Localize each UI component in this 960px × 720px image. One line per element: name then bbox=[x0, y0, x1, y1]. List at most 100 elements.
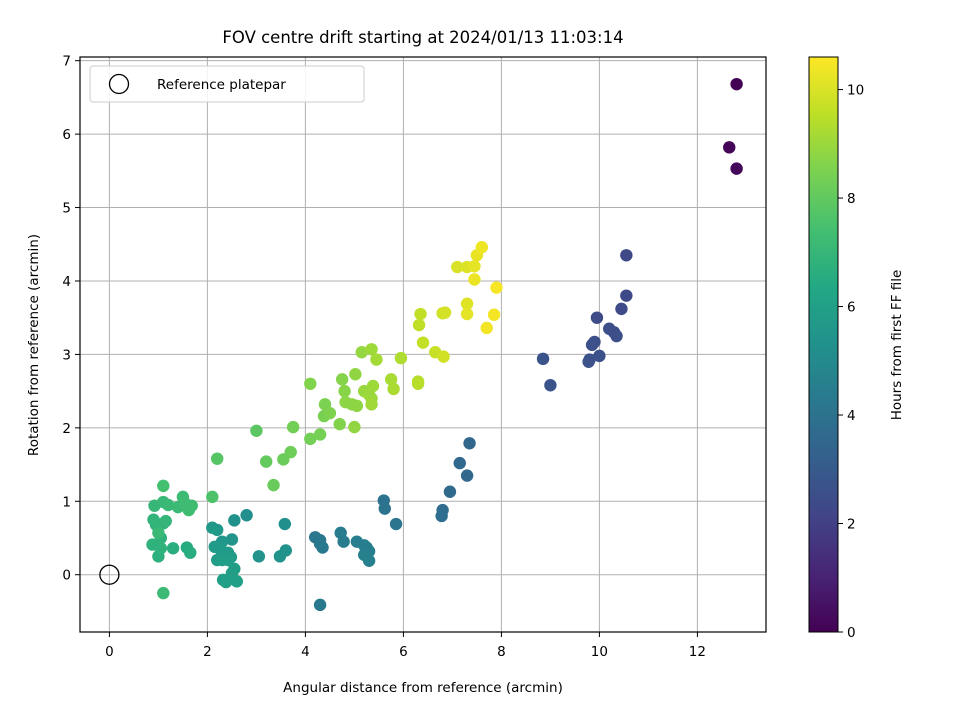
data-point bbox=[544, 379, 557, 392]
colorbar-tick-label: 4 bbox=[847, 408, 856, 424]
data-point bbox=[475, 240, 488, 254]
data-point bbox=[412, 318, 426, 332]
data-point bbox=[313, 598, 327, 612]
data-point bbox=[389, 517, 403, 531]
data-point bbox=[730, 77, 743, 91]
reference-platepar-marker bbox=[99, 564, 120, 585]
data-point bbox=[286, 420, 300, 434]
data-point bbox=[437, 350, 450, 363]
data-point bbox=[615, 302, 628, 316]
data-point bbox=[250, 424, 263, 437]
data-point bbox=[355, 346, 368, 359]
data-point bbox=[435, 509, 448, 523]
y-tick-label: 1 bbox=[62, 494, 71, 510]
legend-marker-reference bbox=[108, 73, 130, 95]
x-tick-label: 10 bbox=[591, 644, 608, 660]
colorbar-tick-label: 0 bbox=[847, 625, 856, 641]
data-point bbox=[260, 455, 273, 468]
data-point bbox=[451, 260, 464, 274]
data-point bbox=[166, 542, 180, 555]
data-point bbox=[225, 533, 239, 546]
y-tick-label: 0 bbox=[62, 568, 71, 584]
data-point bbox=[365, 343, 378, 356]
data-point bbox=[267, 478, 280, 492]
data-point bbox=[206, 521, 219, 534]
data-point bbox=[536, 352, 550, 366]
x-tick-label: 2 bbox=[203, 644, 212, 660]
data-point bbox=[438, 306, 452, 319]
y-axis-label: Rotation from reference (arcmin) bbox=[26, 234, 42, 456]
data-point bbox=[414, 307, 427, 321]
data-point bbox=[443, 485, 457, 498]
legend-box bbox=[89, 65, 365, 103]
reference-layer bbox=[99, 564, 120, 585]
y-tick-label: 3 bbox=[62, 347, 71, 363]
data-point bbox=[593, 349, 606, 363]
colorbar-tick-label: 2 bbox=[847, 517, 856, 533]
data-point bbox=[620, 249, 633, 262]
data-point bbox=[730, 162, 743, 175]
plot-frame bbox=[79, 56, 767, 633]
legend-label-reference: Reference platepar bbox=[157, 77, 286, 93]
data-point bbox=[162, 498, 175, 512]
colorbar-label: Hours from first FF file bbox=[889, 270, 905, 421]
data-point bbox=[335, 373, 349, 386]
y-tick-label: 7 bbox=[62, 54, 71, 70]
data-point bbox=[152, 526, 165, 540]
data-point bbox=[333, 417, 346, 431]
data-point bbox=[337, 535, 350, 548]
chart-title: FOV centre drift starting at 2024/01/13 … bbox=[222, 28, 623, 47]
data-point bbox=[366, 379, 380, 393]
data-point bbox=[468, 260, 481, 273]
data-point bbox=[304, 377, 317, 390]
data-point bbox=[416, 336, 430, 349]
y-tick-label: 2 bbox=[62, 421, 71, 437]
legend: Reference platepar bbox=[89, 65, 365, 103]
data-point bbox=[411, 377, 425, 390]
data-point bbox=[370, 353, 383, 366]
x-tick-label: 6 bbox=[399, 644, 408, 660]
data-point bbox=[468, 273, 481, 286]
data-point bbox=[159, 514, 172, 528]
data-point bbox=[387, 382, 400, 396]
data-point bbox=[362, 554, 376, 567]
y-tick-label: 5 bbox=[62, 201, 71, 217]
data-point bbox=[460, 469, 474, 482]
data-point bbox=[284, 445, 297, 459]
data-point bbox=[157, 479, 170, 493]
data-point bbox=[206, 490, 219, 504]
colorbar-tick-label: 8 bbox=[847, 191, 856, 207]
data-point bbox=[278, 517, 292, 531]
y-tick-label: 6 bbox=[62, 127, 71, 143]
data-point bbox=[610, 329, 623, 343]
data-point bbox=[157, 586, 170, 600]
data-point bbox=[323, 406, 337, 420]
data-point bbox=[460, 307, 474, 321]
colorbar bbox=[808, 56, 839, 633]
data-point bbox=[480, 321, 493, 335]
data-point bbox=[338, 384, 351, 398]
data-point bbox=[585, 338, 599, 352]
data-point bbox=[365, 398, 378, 411]
x-tick-label: 4 bbox=[301, 644, 310, 660]
data-point bbox=[316, 541, 329, 554]
data-point bbox=[453, 456, 466, 470]
data-point bbox=[620, 289, 633, 302]
x-axis-ticks: 0 2 4 6 8 10 12 bbox=[105, 632, 706, 660]
data-point bbox=[211, 452, 224, 465]
data-point bbox=[582, 355, 595, 368]
data-point bbox=[460, 297, 474, 310]
x-axis-label: Angular distance from reference (arcmin) bbox=[283, 680, 563, 696]
data-point bbox=[313, 428, 327, 441]
data-point bbox=[350, 399, 364, 413]
data-point bbox=[348, 420, 361, 434]
data-point bbox=[378, 502, 391, 515]
data-points bbox=[146, 77, 743, 612]
y-axis-ticks: 0 1 2 3 4 5 6 7 bbox=[62, 54, 80, 584]
data-point bbox=[240, 509, 253, 522]
y-tick-label: 4 bbox=[62, 274, 71, 290]
data-point bbox=[273, 550, 287, 563]
data-point bbox=[384, 373, 398, 386]
data-point bbox=[230, 575, 243, 588]
